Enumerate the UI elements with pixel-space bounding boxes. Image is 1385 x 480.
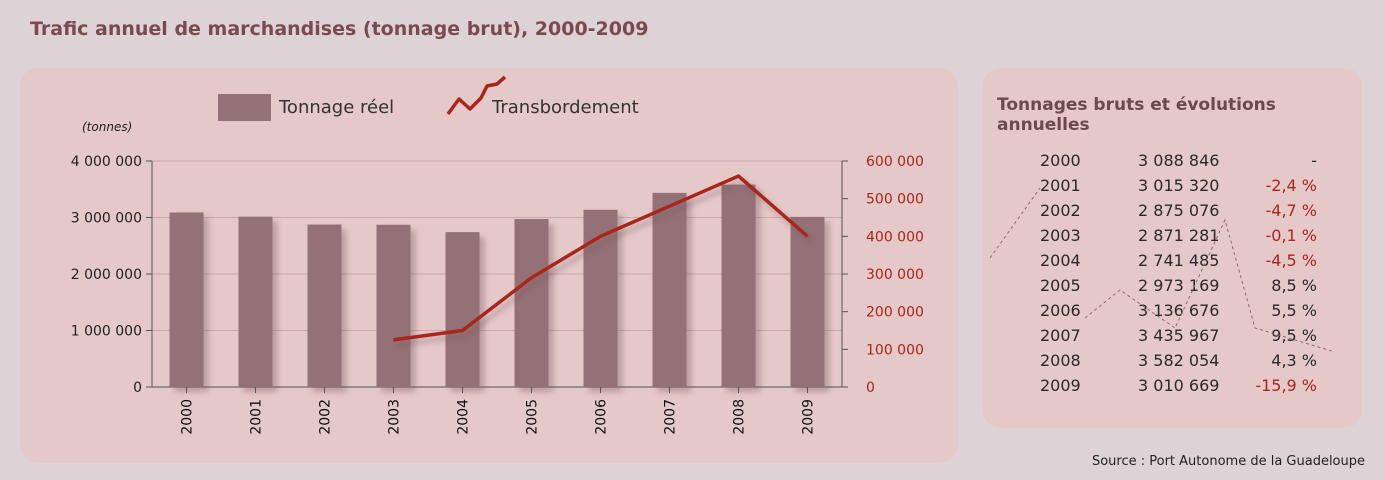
left-tick-label: 3 000 000 xyxy=(71,211,142,227)
table-row: 2001 3 015 320 -2,4 % xyxy=(1020,176,1350,201)
bar-tonnage-2007 xyxy=(652,192,687,387)
table-tonnage: 3 136 676 xyxy=(1138,301,1220,320)
table-row: 2009 3 010 669 -15,9 % xyxy=(1020,376,1350,401)
bar-tonnage-2004 xyxy=(445,232,480,387)
table-year: 2008 xyxy=(1040,351,1081,370)
table-row: 2002 2 875 076 -4,7 % xyxy=(1020,201,1350,226)
table-change: 9,5 % xyxy=(1271,326,1317,345)
page-title: Trafic annuel de marchandises (tonnage b… xyxy=(30,18,649,40)
left-tick-label: 1 000 000 xyxy=(71,324,142,340)
x-tick-label: 2005 xyxy=(525,399,541,435)
right-tick-label: 500 000 xyxy=(866,192,924,208)
legend-swatch-line xyxy=(446,75,507,116)
x-tick-label: 2001 xyxy=(249,399,265,435)
x-tick-label: 2006 xyxy=(594,399,610,435)
right-tick-label: 400 000 xyxy=(866,229,924,245)
table-year: 2009 xyxy=(1040,376,1081,395)
table-change: -15,9 % xyxy=(1255,376,1317,395)
table-tonnage: 2 875 076 xyxy=(1138,201,1220,220)
table-change: -4,7 % xyxy=(1265,201,1317,220)
bar-tonnage-2003 xyxy=(376,224,411,387)
left-tick-label: 2 000 000 xyxy=(71,267,142,283)
bar-tonnage-2001 xyxy=(238,216,273,387)
table-tonnage: 2 871 281 xyxy=(1138,226,1220,245)
table-tonnage: 3 010 669 xyxy=(1138,376,1220,395)
table-year: 2001 xyxy=(1040,176,1081,195)
x-tick-label: 2007 xyxy=(663,399,679,435)
legend-label-line: Transbordement xyxy=(491,97,639,118)
table-year: 2007 xyxy=(1040,326,1081,345)
table-row: 2000 3 088 846 - xyxy=(1020,151,1350,176)
table-change: 4,3 % xyxy=(1271,351,1317,370)
x-tick-label: 2004 xyxy=(456,399,472,435)
table-row: 2005 2 973 169 8,5 % xyxy=(1020,276,1350,301)
table-year: 2006 xyxy=(1040,301,1081,320)
table-tonnage: 2 741 485 xyxy=(1138,251,1220,270)
table-change: 8,5 % xyxy=(1271,276,1317,295)
table-change: -0,1 % xyxy=(1265,226,1317,245)
table-year: 2004 xyxy=(1040,251,1081,270)
right-tick-label: 200 000 xyxy=(866,305,924,321)
table-row: 2003 2 871 281 -0,1 % xyxy=(1020,226,1350,251)
table-tonnage: 3 582 054 xyxy=(1138,351,1220,370)
bar-tonnage-2000 xyxy=(169,212,204,387)
left-tick-label: 4 000 000 xyxy=(71,154,142,170)
bar-tonnage-2002 xyxy=(307,224,342,387)
right-tick-label: 0 xyxy=(866,380,875,396)
table-tonnage: 3 088 846 xyxy=(1138,151,1220,170)
legend-swatch-bar xyxy=(218,94,271,121)
table-change: -4,5 % xyxy=(1265,251,1317,270)
x-tick-label: 2002 xyxy=(318,399,334,435)
x-tick-label: 2008 xyxy=(732,399,748,435)
table-tonnage: 3 435 967 xyxy=(1138,326,1220,345)
table-change: -2,4 % xyxy=(1265,176,1317,195)
right-tick-label: 600 000 xyxy=(866,154,924,170)
table-title: Tonnages bruts et évolutions annuelles xyxy=(997,95,1276,135)
line-transbordement xyxy=(393,174,809,342)
table-change: 5,5 % xyxy=(1271,301,1317,320)
bar-tonnage-2008 xyxy=(721,184,756,387)
bar-tonnage-2009 xyxy=(790,216,825,387)
right-tick-label: 300 000 xyxy=(866,267,924,283)
table-tonnage: 3 015 320 xyxy=(1138,176,1220,195)
x-tick-label: 2009 xyxy=(801,399,817,435)
table-change: - xyxy=(1311,151,1317,170)
x-tick-label: 2000 xyxy=(180,399,196,435)
x-tick-label: 2003 xyxy=(387,399,403,435)
table-year: 2005 xyxy=(1040,276,1081,295)
table-tonnage: 2 973 169 xyxy=(1138,276,1220,295)
table-row: 2004 2 741 485 -4,5 % xyxy=(1020,251,1350,276)
right-tick-label: 100 000 xyxy=(866,342,924,358)
bar-tonnage-2005 xyxy=(514,219,549,387)
table-year: 2002 xyxy=(1040,201,1081,220)
table-row: 2007 3 435 967 9,5 % xyxy=(1020,326,1350,351)
table-row: 2008 3 582 054 4,3 % xyxy=(1020,351,1350,376)
source-note: Source : Port Autonome de la Guadeloupe xyxy=(1091,454,1365,469)
table-row: 2006 3 136 676 5,5 % xyxy=(1020,301,1350,326)
table-year: 2000 xyxy=(1040,151,1081,170)
units-label: (tonnes) xyxy=(82,120,132,134)
left-tick-label: 0 xyxy=(133,380,142,396)
legend-label-bar: Tonnage réel xyxy=(278,97,394,118)
table-year: 2003 xyxy=(1040,226,1081,245)
